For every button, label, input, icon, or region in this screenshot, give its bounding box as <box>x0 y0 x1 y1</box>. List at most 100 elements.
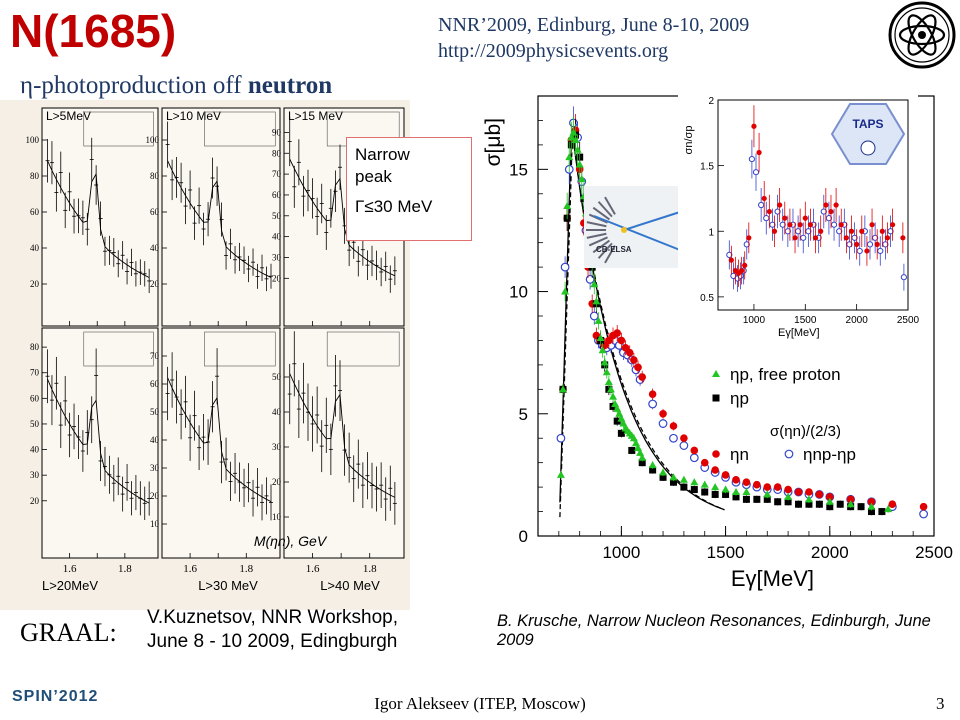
main-point <box>784 485 792 494</box>
taps-paw <box>860 140 876 156</box>
inset-point <box>882 241 889 248</box>
main-point <box>700 480 709 488</box>
graal-fit-curve <box>47 160 150 278</box>
main-point <box>732 488 740 495</box>
inset-point <box>800 234 807 241</box>
conference-link[interactable]: http://2009physicsevents.org <box>438 40 669 62</box>
main-point <box>805 488 813 496</box>
graal-ytick-label: 50 <box>30 419 40 429</box>
note-line1: Narrow <box>355 145 410 164</box>
graal-fit-curve <box>167 160 272 278</box>
legend-label: ηn <box>730 445 749 464</box>
graal-ytick-label: 30 <box>272 252 282 262</box>
institute-logo-icon <box>888 1 956 69</box>
taps-logo-icon: TAPS <box>830 103 906 165</box>
inset-point <box>774 208 781 215</box>
main-point <box>804 495 813 503</box>
main-point <box>679 475 688 483</box>
inset-xtick-label: 1000 <box>743 315 766 326</box>
inset-point <box>879 228 885 234</box>
inset-point <box>877 247 884 255</box>
inset-point <box>739 268 745 274</box>
inset-point <box>807 222 814 228</box>
legend-label: ηnp-ηp <box>803 445 856 464</box>
main-point <box>690 446 699 455</box>
graal-xlabel: M(ηn), GeV <box>254 533 328 549</box>
inset-xlabel: Eγ[MeV] <box>778 327 820 339</box>
main-point <box>669 422 678 430</box>
main-point <box>690 478 699 486</box>
inset-point <box>828 208 834 215</box>
graal-ytick-label: 70 <box>30 368 40 378</box>
graal-ytick-label: 50 <box>150 407 160 417</box>
legend-ratio: σ(ηn)/(2/3) <box>770 423 841 440</box>
main-point <box>659 473 667 481</box>
note-line2: peak <box>355 167 392 186</box>
detector-crystal <box>604 196 616 215</box>
main-point <box>561 287 570 295</box>
inset-point <box>782 215 788 221</box>
detector-beam <box>593 215 681 251</box>
graal-panel-label: L>15 MeV <box>288 109 343 123</box>
inset-point <box>846 241 853 248</box>
main-point <box>638 459 646 467</box>
main-point <box>826 503 834 511</box>
graal-ytick-label: 10 <box>272 512 282 522</box>
main-point <box>689 453 699 463</box>
main-point <box>815 490 824 499</box>
main-xtick-label: 1500 <box>707 543 745 562</box>
main-point <box>753 495 761 503</box>
detector-crystal <box>588 236 608 247</box>
main-point <box>700 458 709 467</box>
inset-point <box>851 234 858 241</box>
graal-bottom-label: L>40 MeV <box>320 578 380 593</box>
main-ylabel: σ[μb] <box>484 118 505 166</box>
graal-xtick-label: 1.8 <box>363 563 377 575</box>
inset-point <box>795 228 802 235</box>
graal-ytick-label: 80 <box>272 148 282 158</box>
main-point <box>711 490 719 498</box>
main-point <box>888 500 897 509</box>
main-point <box>919 502 928 511</box>
main-point <box>763 483 772 491</box>
main-point <box>585 274 595 284</box>
inset-point <box>833 202 839 208</box>
inset-ratio-plot: 1000 1500 2000 2500 0.5 1 1.5 2 σn/σp Eγ[MeV] <box>678 92 920 350</box>
main-point <box>609 392 618 400</box>
main-xtick-label: 2500 <box>915 543 953 562</box>
main-point <box>773 483 782 491</box>
detector-label: CB-ELSA <box>596 245 632 254</box>
graal-ytick-label: 20 <box>30 496 40 506</box>
graal-ytick-label: 60 <box>150 207 160 217</box>
inset-point <box>830 221 838 228</box>
graal-figure: 20 40 60 80 100 L>5MeV 20 40 60 80 100 L>10 MeV 20 30… <box>0 100 410 610</box>
inset-point <box>792 235 798 241</box>
graal-xtick-label: 1.8 <box>118 563 132 575</box>
graal-xtick-label: 1.6 <box>306 563 320 575</box>
graal-ytick-label: 100 <box>146 135 160 145</box>
main-point <box>669 478 677 486</box>
slide-title: N(1685) <box>10 5 177 57</box>
graal-ytick-label: 40 <box>150 243 160 253</box>
main-point <box>625 348 634 357</box>
graal-ytick-label: 30 <box>272 442 282 452</box>
detector-track <box>623 211 681 231</box>
inset-series <box>728 105 906 287</box>
inset-point <box>820 208 827 215</box>
taps-label: TAPS <box>852 117 883 131</box>
inset-point <box>869 222 875 228</box>
main-point <box>701 488 709 496</box>
main-point <box>659 468 668 476</box>
graal-panel: 10 20 30 40 50 60 70 1.6 1.8 <box>150 327 281 575</box>
inset-series <box>726 139 907 292</box>
main-point <box>669 433 678 443</box>
main-point <box>659 409 667 418</box>
graal-ytick-label: 40 <box>30 445 40 455</box>
main-point <box>604 378 613 385</box>
main-xtick-label: 2000 <box>811 543 849 562</box>
graal-ytick-label: 30 <box>150 463 160 473</box>
conference-line1: NNR’2009, Edinburg, June 8-10, 2009 <box>438 14 750 36</box>
main-point <box>596 334 605 341</box>
main-point <box>600 358 609 366</box>
inset-point <box>742 262 748 268</box>
